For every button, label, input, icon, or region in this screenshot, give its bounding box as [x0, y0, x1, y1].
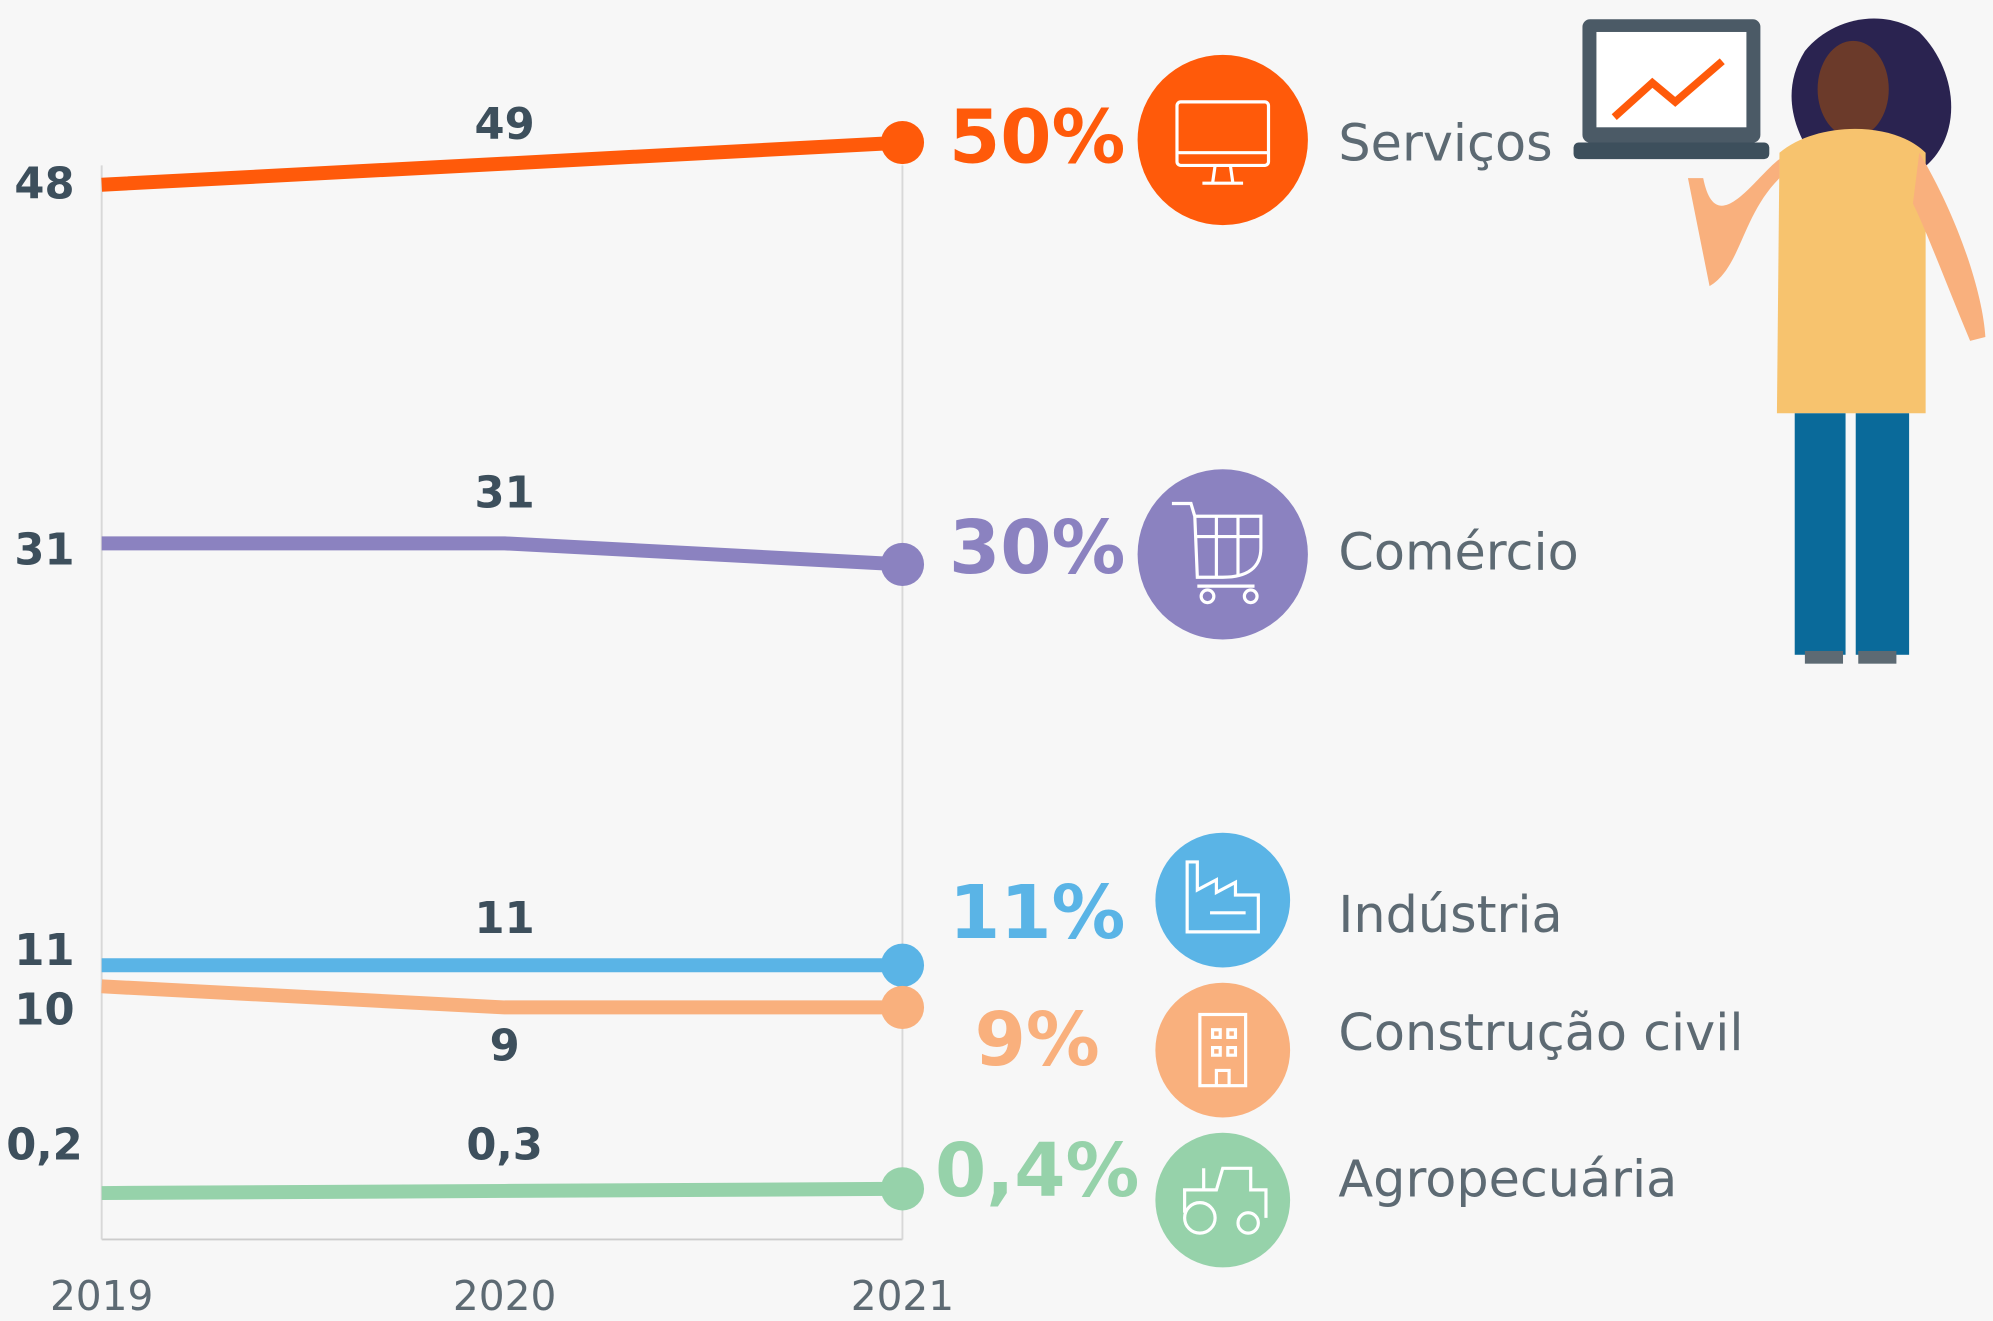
legend-label: Comércio [1338, 523, 1578, 582]
data-label: 10 [14, 986, 74, 1036]
data-label: 31 [14, 526, 74, 576]
data-label: 31 [475, 468, 535, 518]
legend-label: Agropecuária [1338, 1149, 1677, 1208]
data-label: 11 [475, 894, 535, 944]
end-point [881, 1167, 924, 1210]
data-label: 11 [14, 926, 74, 976]
end-label: 11% [949, 871, 1125, 956]
series-line [102, 1189, 903, 1193]
chart: 2019 2020 2021 48 49 50% Serviços 31 31 30% Comérc… [0, 0, 1993, 1321]
x-tick-label: 2020 [453, 1272, 556, 1320]
legend-icon-bg [1138, 469, 1308, 639]
x-tick-label: 2021 [851, 1272, 954, 1320]
legend-label: Indústria [1338, 885, 1562, 944]
end-point [881, 121, 924, 164]
end-label: 50% [949, 96, 1125, 181]
data-label: 0,3 [466, 1120, 543, 1170]
data-label: 48 [14, 160, 74, 210]
legend-icon-bg [1155, 1133, 1290, 1268]
data-label: 9 [490, 1021, 520, 1071]
end-point [881, 986, 924, 1029]
end-label: 9% [975, 998, 1100, 1083]
legend-icon-bg [1155, 983, 1290, 1118]
legend-icon-bg [1138, 55, 1308, 225]
series-line [102, 543, 903, 564]
data-label: 0,2 [6, 1120, 83, 1170]
illustration [1574, 18, 1986, 663]
legend-icon-bg [1155, 833, 1290, 968]
x-tick-label: 2019 [50, 1272, 153, 1320]
end-label: 0,4% [935, 1129, 1139, 1214]
series-line [102, 986, 903, 1007]
data-label: 49 [475, 100, 535, 150]
end-label: 30% [949, 506, 1125, 591]
legend-label: Serviços [1338, 113, 1552, 172]
legend-label: Construção civil [1338, 1003, 1743, 1062]
end-point [881, 543, 924, 586]
end-point [881, 944, 924, 987]
